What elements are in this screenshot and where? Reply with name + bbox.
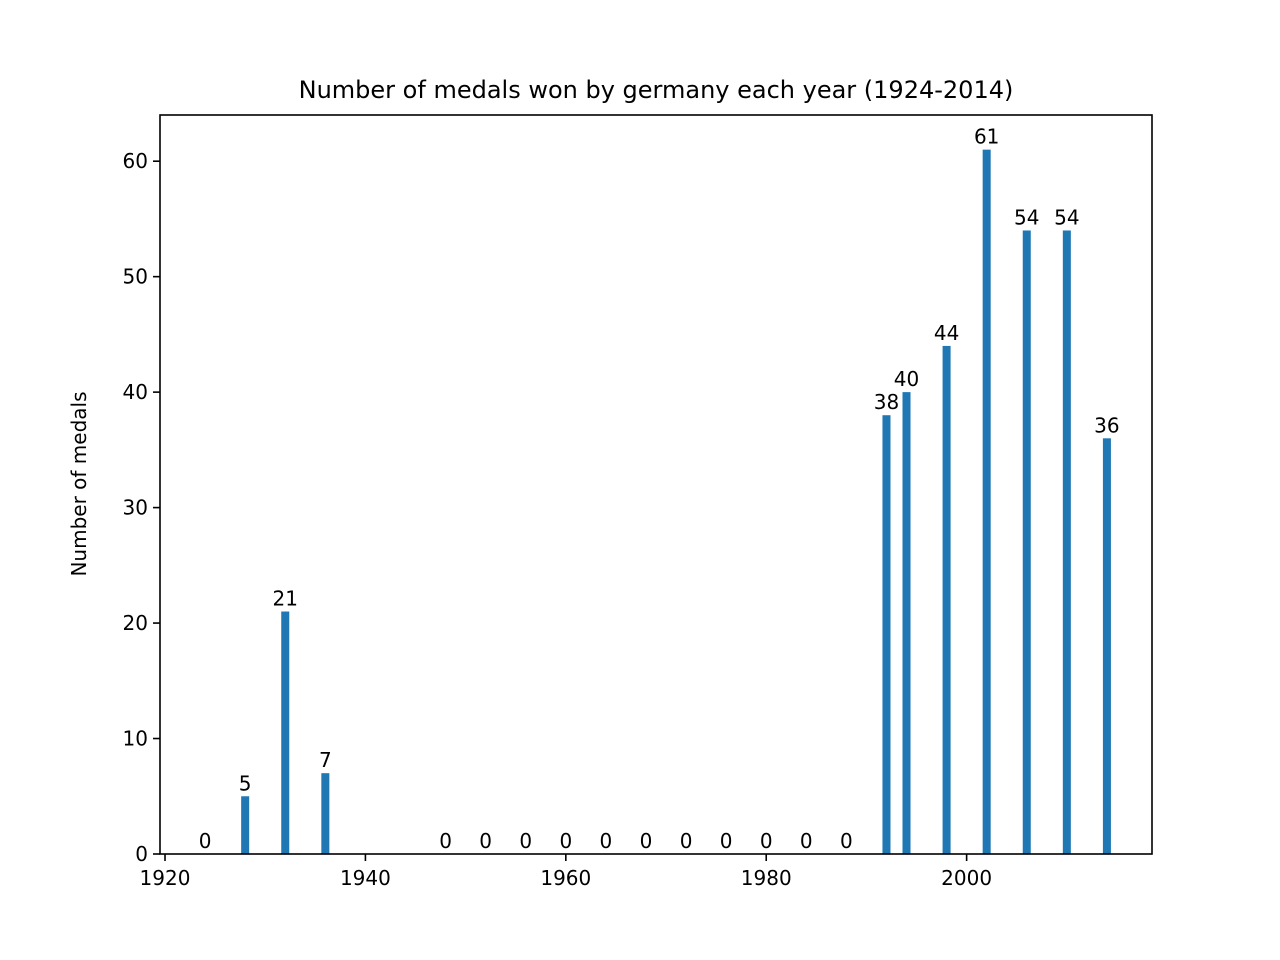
chart-title: Number of medals won by germany each yea… — [299, 76, 1014, 104]
y-tick-label: 50 — [123, 265, 148, 289]
bar-value-label: 0 — [720, 829, 733, 853]
y-tick-label: 20 — [123, 611, 148, 635]
bar-value-label: 5 — [239, 771, 252, 795]
bars-group — [241, 149, 1111, 855]
x-tick-label: 1980 — [741, 866, 792, 890]
y-tick-label: 60 — [123, 149, 148, 173]
bar-value-label: 0 — [479, 829, 492, 853]
bar — [882, 415, 891, 854]
bar — [241, 796, 250, 854]
bar-value-label: 54 — [1054, 205, 1079, 229]
y-axis-ticks: 0 10 20 30 40 50 60 — [123, 149, 160, 866]
bar-value-label: 36 — [1094, 413, 1119, 437]
y-tick-label: 10 — [123, 727, 148, 751]
bar — [1022, 230, 1031, 855]
bar-value-label: 0 — [519, 829, 532, 853]
bar-value-label: 0 — [800, 829, 813, 853]
bar-value-label: 0 — [760, 829, 773, 853]
x-tick-label: 1940 — [340, 866, 391, 890]
bar-value-label: 44 — [934, 321, 959, 345]
x-tick-label: 1920 — [140, 866, 191, 890]
bar-value-label: 0 — [600, 829, 613, 853]
bar — [942, 345, 951, 854]
x-axis-ticks: 1920 1940 1960 1980 2000 — [140, 854, 992, 890]
bar-value-label: 40 — [894, 367, 919, 391]
bar — [281, 611, 290, 854]
bar — [1102, 438, 1111, 854]
bar-value-label: 38 — [874, 390, 899, 414]
bar-value-label: 0 — [199, 829, 212, 853]
bar-value-label: 21 — [273, 587, 298, 611]
bar-value-label: 54 — [1014, 205, 1039, 229]
bar — [321, 773, 330, 854]
bar-value-label: 0 — [640, 829, 653, 853]
bar-value-label: 0 — [559, 829, 572, 853]
y-tick-label: 30 — [123, 496, 148, 520]
bar — [982, 149, 991, 854]
y-axis-label: Number of medals — [67, 391, 91, 576]
bar-value-label: 7 — [319, 748, 332, 772]
bar — [902, 392, 911, 855]
bar-value-label: 0 — [439, 829, 452, 853]
x-tick-label: 1960 — [540, 866, 591, 890]
bar-value-label: 0 — [840, 829, 853, 853]
x-tick-label: 2000 — [941, 866, 992, 890]
y-tick-label: 0 — [135, 842, 148, 866]
plot-area-frame — [159, 114, 1153, 855]
bar — [1062, 230, 1071, 855]
bar-value-label: 61 — [974, 125, 999, 149]
y-tick-label: 40 — [123, 380, 148, 404]
bar-value-label: 0 — [680, 829, 693, 853]
